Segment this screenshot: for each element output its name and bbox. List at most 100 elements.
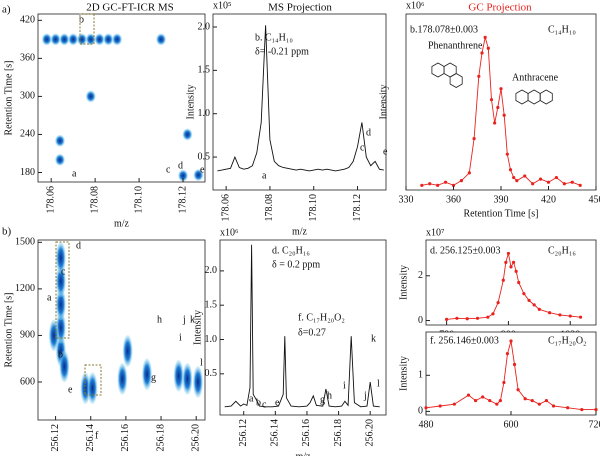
point (562, 182, 566, 186)
plot-frame (425, 239, 597, 326)
series-line (425, 340, 596, 411)
annotation: j (363, 390, 367, 401)
heat-spot (55, 288, 66, 321)
heat-spot (85, 33, 96, 46)
axis-multiplier: x10⁶ (406, 0, 425, 11)
heat-spot (59, 33, 70, 46)
heat-spot (85, 90, 96, 103)
highlight-box (79, 13, 95, 45)
annotation: d. 256.125±0.003 (430, 245, 501, 256)
point (551, 404, 556, 408)
series-line (217, 25, 384, 172)
x-tick-label: 178.08 (89, 186, 100, 214)
point (508, 168, 513, 172)
annotation: c (166, 164, 171, 175)
x-tick-label: 256.20 (364, 419, 375, 447)
annotation: f (95, 430, 99, 441)
point (538, 177, 543, 181)
y-tick-label: 2.0 (198, 21, 211, 32)
point (452, 402, 456, 406)
point (438, 404, 442, 408)
annotation: l (377, 378, 380, 389)
annotation: d (76, 240, 81, 251)
point (566, 406, 570, 410)
point (428, 182, 432, 186)
annotation: k (371, 333, 376, 344)
plot-frame (212, 13, 387, 191)
x-tick-label: 360 (446, 194, 461, 205)
axis-multiplier: x10⁵ (213, 0, 232, 11)
x-tick-label: 450 (589, 194, 600, 205)
x-tick-label: 256.16 (301, 419, 312, 447)
series-line (224, 244, 380, 408)
annotation: b (58, 349, 63, 360)
heat-spot (178, 169, 189, 182)
point (486, 46, 490, 50)
point (505, 152, 509, 156)
x-tick-label: 256.18 (155, 424, 166, 452)
annotation: i (179, 332, 182, 343)
y-axis-label: Intensity (398, 265, 409, 300)
annotation: k (190, 314, 195, 325)
point (523, 174, 527, 178)
point (486, 315, 490, 319)
point (499, 87, 503, 91)
point (424, 406, 428, 410)
x-tick-label: 178.12 (352, 194, 363, 222)
y-tick-label: 1500 (15, 237, 35, 248)
point (467, 171, 471, 175)
heat-spot (54, 134, 65, 147)
point (489, 98, 494, 102)
point (451, 183, 456, 187)
annotation: C₂₀H₁₆ (548, 245, 576, 256)
point (496, 301, 500, 305)
plot-area (48, 241, 203, 405)
series-line (446, 253, 581, 320)
point (477, 74, 481, 78)
highlight-box (84, 364, 102, 396)
point (544, 398, 549, 403)
point (475, 316, 480, 320)
annotation: e (68, 384, 73, 395)
x-tick-label: 256.14 (270, 419, 281, 447)
x-tick-label: 390 (494, 194, 509, 205)
heat-spot (41, 33, 52, 46)
point (578, 315, 583, 319)
x-tick-label: 178.08 (264, 194, 275, 222)
plot-area (424, 339, 598, 412)
heat-spot (192, 365, 203, 398)
point (506, 251, 511, 256)
point (594, 407, 598, 412)
annotation: δ = 0.2 ppm (272, 259, 320, 270)
annotation: δ= -0.21 ppm (255, 46, 309, 57)
point (502, 113, 506, 117)
x-axis-label: m/z (296, 451, 312, 456)
chart-title: GC Projection (468, 2, 532, 14)
annotation: i (343, 380, 346, 391)
point (537, 402, 541, 406)
x-axis-label: m/z (292, 226, 308, 237)
annotation: e (383, 146, 388, 157)
y-tick-label: 0 (418, 406, 423, 417)
x-tick-label: 178.10 (308, 194, 319, 222)
heat-spot (94, 33, 105, 46)
x-tick-label: 256.12 (50, 424, 61, 452)
annotation: d (178, 160, 183, 171)
point (488, 398, 492, 403)
annotation: a (262, 170, 267, 181)
x-tick-label: 178.12 (177, 186, 188, 214)
x-tick-label: 178.06 (45, 186, 56, 214)
annotation: f. 256.146±0.003 (430, 335, 499, 346)
x-tick-label: 178.06 (220, 194, 231, 222)
x-tick-label: 256.14 (85, 424, 96, 452)
heat-spot (112, 33, 123, 46)
y-axis-label: Intensity (192, 310, 203, 345)
heat-spot (54, 153, 65, 166)
y-tick-label: 0.5 (205, 368, 218, 379)
point (493, 121, 497, 125)
plot-area (420, 35, 582, 187)
axis-multiplier: x10⁷ (426, 227, 445, 238)
point (465, 317, 469, 321)
molecule-ring (449, 73, 463, 88)
y-tick-label: 420 (20, 15, 35, 26)
